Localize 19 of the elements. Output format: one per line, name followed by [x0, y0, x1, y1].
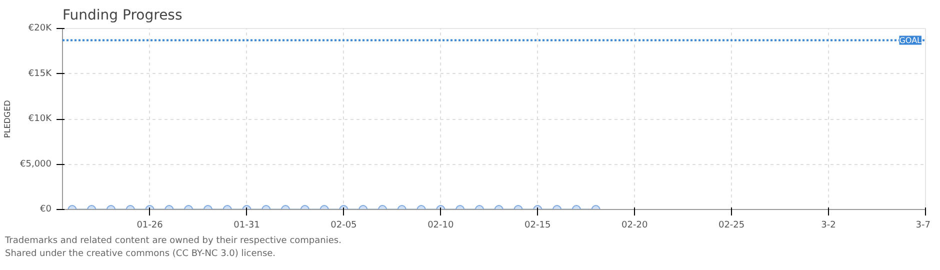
x-tick-label: 3-7: [916, 220, 931, 230]
y-axis-title: PLEDGED: [3, 100, 12, 138]
y-tick-label: €5,000: [20, 159, 52, 170]
chart-title: Funding Progress: [62, 8, 182, 24]
ref-line-label: GOAL: [899, 36, 922, 45]
y-tick-label: €0: [40, 204, 52, 214]
x-tick-label: 01-31: [234, 220, 260, 230]
y-tick-label: €10K: [28, 114, 53, 124]
x-tick-label: 01-26: [136, 220, 164, 230]
text: Shared under the creative commons (CC BY-NC 3.0) license.: [5, 248, 276, 259]
x-tick-label: 3-2: [821, 220, 836, 230]
x-tick-label: 02-05: [330, 220, 357, 230]
x-tick-label: 02-25: [718, 220, 745, 230]
y-tick-label: €15K: [28, 68, 53, 79]
y-tick-label: €20K: [28, 24, 53, 34]
x-tick-label: 02-15: [524, 220, 551, 230]
x-tick-label: 02-10: [428, 220, 454, 230]
text: Trademarks and related content are owned by their respective companies.: [5, 236, 342, 246]
x-tick-label: 02-20: [622, 220, 648, 230]
